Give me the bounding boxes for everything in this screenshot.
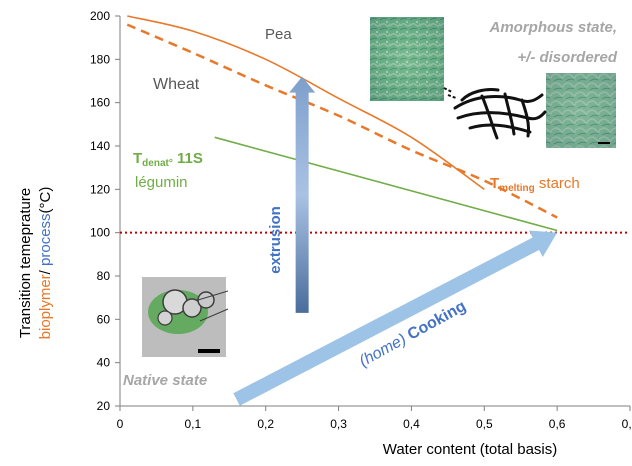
starch-granule xyxy=(197,291,215,309)
extrusion-arrow xyxy=(289,76,316,313)
network-dash xyxy=(443,87,457,99)
amorphous-micrograph-right xyxy=(546,73,616,148)
scale-bar xyxy=(198,349,220,353)
x-tick-label: 0,3 xyxy=(330,417,347,431)
starch-granule xyxy=(157,310,173,326)
network-strand xyxy=(456,110,547,121)
y-tick-label: 140 xyxy=(90,139,110,153)
series-line-1 xyxy=(126,23,558,219)
x-tick-label: 0,1 xyxy=(185,417,202,431)
x-tick-label: 0,2 xyxy=(257,417,274,431)
label-tdenat: Tdenat° 11S xyxy=(133,150,203,169)
label-native-state: Native state xyxy=(123,372,207,389)
network-strand xyxy=(480,94,499,140)
label-amorphous-line2: +/- disordered xyxy=(517,49,617,66)
label-wheat: Wheat xyxy=(153,76,200,93)
y-axis-title-slash: / xyxy=(37,266,54,274)
y-tick-label: 40 xyxy=(97,356,111,370)
x-tick-label: 0 xyxy=(117,417,124,431)
label-tmelting: Tmelting starch xyxy=(490,175,580,194)
native-state-micrograph xyxy=(142,277,229,357)
y-axis-title-unit: (°C) xyxy=(37,187,54,214)
scale-bar xyxy=(598,142,610,144)
label-amorphous-line1: Amorphous state, xyxy=(488,19,617,36)
label-legumin: légumin xyxy=(135,174,188,191)
network-strand xyxy=(460,88,500,102)
y-axis-title-process: process xyxy=(37,213,54,266)
y-tick-label: 120 xyxy=(90,182,110,196)
pointer-line xyxy=(197,290,229,301)
y-tick-label: 200 xyxy=(90,9,110,23)
series-line-0 xyxy=(127,15,485,190)
y-tick-label: 80 xyxy=(97,269,111,283)
y-tick-label: 60 xyxy=(97,312,111,326)
y-axis-title-line1: Transition temeprature xyxy=(17,188,34,338)
cooking-arrow xyxy=(233,230,558,406)
starch-granule xyxy=(182,298,202,318)
micrograph-tint xyxy=(546,73,616,148)
pointer-line xyxy=(199,308,229,322)
x-tick-label: 0,6 xyxy=(549,417,566,431)
y-axis-title-line2: bioplymer/ process(°C) xyxy=(37,187,54,340)
x-tick-label: 0,7 xyxy=(622,417,632,431)
y-axis-title-bioplymer: bioplymer xyxy=(37,274,54,339)
y-tick-label: 20 xyxy=(97,399,111,413)
x-tick-label: 0,5 xyxy=(476,417,493,431)
micrograph-tint xyxy=(370,17,444,101)
y-tick-label: 100 xyxy=(90,226,110,240)
x-axis-title: Water content (total basis) xyxy=(383,441,558,458)
network-strand xyxy=(453,93,544,110)
label-pea: Pea xyxy=(265,26,292,43)
series-line-2 xyxy=(214,136,558,232)
network-strand xyxy=(520,98,530,138)
y-tick-label: 160 xyxy=(90,96,110,110)
network-strand xyxy=(468,123,532,134)
x-tick-label: 0,4 xyxy=(403,417,420,431)
label-extrusion: extrusion xyxy=(267,206,284,274)
amorphous-micrograph-left xyxy=(370,17,444,101)
y-tick-label: 180 xyxy=(90,52,110,66)
protein-network-sketch xyxy=(443,87,547,140)
network-strand xyxy=(503,92,516,136)
